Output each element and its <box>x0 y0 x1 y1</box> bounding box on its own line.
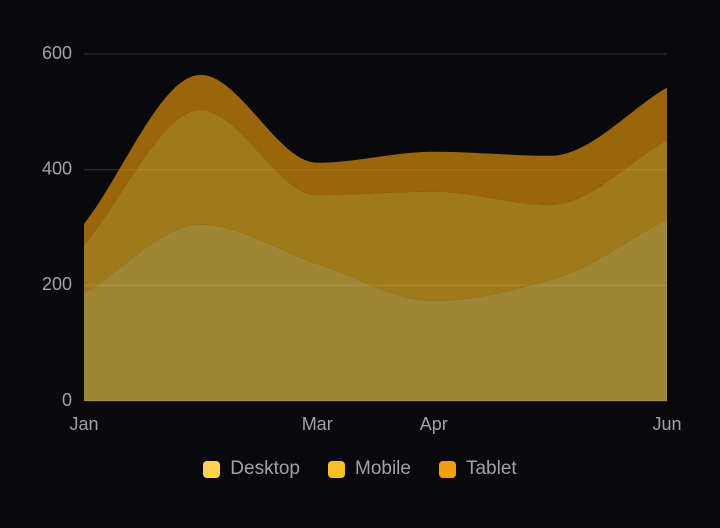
legend-swatch <box>203 460 221 478</box>
area <box>84 74 667 245</box>
x-tick-label: Apr <box>420 414 448 434</box>
y-tick-label: 200 <box>42 274 72 294</box>
legend-item: Desktop <box>203 458 300 480</box>
legend-item: Mobile <box>328 458 411 480</box>
legend-swatch <box>328 460 345 478</box>
area <box>84 219 667 401</box>
x-tick-label: Jun <box>652 414 681 434</box>
area <box>84 110 667 301</box>
legend: Desktop Mobile Tablet <box>0 458 720 480</box>
y-tick-label: 600 <box>42 43 72 63</box>
legend-item: Tablet <box>438 458 517 480</box>
y-tick-label: 400 <box>42 158 72 178</box>
legend-swatch <box>438 460 456 478</box>
legend-label: Desktop <box>230 458 300 479</box>
legend-label: Mobile <box>355 458 411 479</box>
legend-label: Tablet <box>465 458 517 479</box>
x-tick-label: Jan <box>69 414 98 434</box>
x-tick-label: Mar <box>302 414 333 434</box>
y-tick-label: 0 <box>62 390 72 410</box>
